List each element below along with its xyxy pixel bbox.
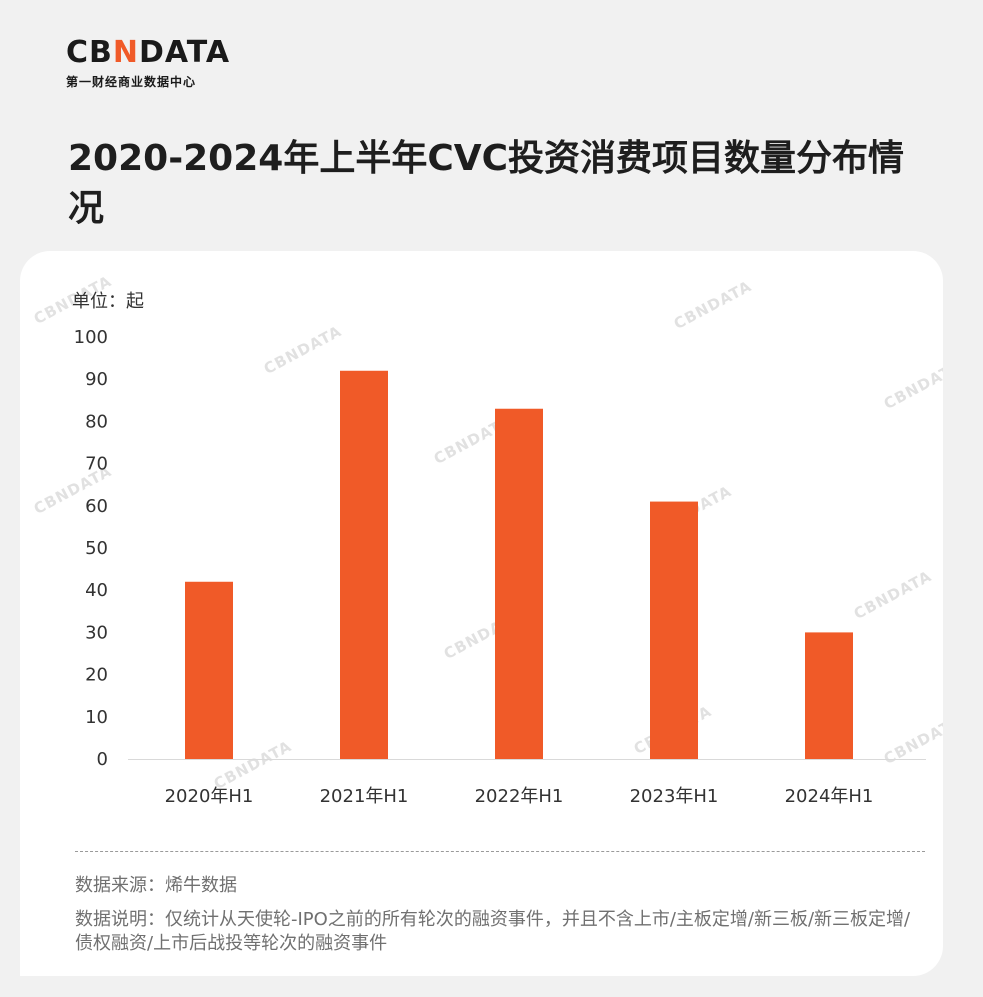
y-tick-label: 70 (85, 454, 108, 475)
bar (650, 501, 698, 759)
bar (495, 408, 543, 759)
y-tick-label: 100 (74, 327, 108, 348)
brand-tagline: 第一财经商业数据中心 (66, 75, 197, 89)
bar (340, 370, 388, 759)
brand-wordmark-right: DATA (139, 35, 231, 70)
y-tick-label: 90 (85, 369, 108, 390)
brand-wordmark-mid: N (112, 35, 139, 70)
y-tick-label: 30 (85, 622, 108, 643)
y-tick-label: 60 (85, 496, 108, 517)
x-tick-label: 2021年H1 (320, 786, 409, 807)
brand-wordmark-left: CB (66, 35, 113, 70)
y-tick-label: 40 (85, 580, 108, 601)
y-tick-label: 50 (85, 538, 108, 559)
bar (805, 632, 853, 759)
y-tick-label: 0 (97, 749, 108, 770)
y-tick-label: 80 (85, 411, 108, 432)
data-note: 数据说明：仅统计从天使轮-IPO之前的所有轮次的融资事件，并且不含上市/主板定增… (75, 909, 911, 954)
chart-card: CBNDATA CBNDATA CBNDATA CBNDATA CBNDATA … (20, 251, 943, 976)
footer-divider (75, 851, 925, 852)
bar (185, 581, 233, 759)
bar-chart: 0 10 20 30 40 50 60 70 80 90 100 2020年H1 2021年H1 2022… (74, 327, 926, 807)
x-tick-label: 2024年H1 (785, 786, 874, 807)
x-tick-label: 2022年H1 (475, 786, 564, 807)
data-source: 数据来源：烯牛数据 (75, 875, 237, 896)
x-tick-label: 2023年H1 (630, 786, 719, 807)
page-title: 2020-2024年上半年CVC投资消费项目数量分布情况 (68, 138, 905, 229)
y-tick-label: 20 (85, 665, 108, 686)
unit-label: 单位：起 (72, 291, 144, 312)
brand-logo: CBNDATA 第一财经商业数据中心 (66, 34, 230, 90)
y-tick-label: 10 (85, 707, 108, 728)
x-tick-label: 2020年H1 (165, 786, 254, 807)
brand-wordmark: CBNDATA (66, 34, 230, 72)
